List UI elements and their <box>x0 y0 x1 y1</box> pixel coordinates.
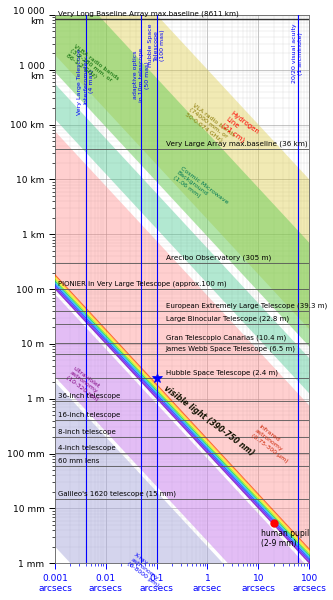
Text: Cosmic Microwave
Background
(1.06 mm): Cosmic Microwave Background (1.06 mm) <box>172 166 229 214</box>
Text: ultraviolet
astronomy
(10-320 nm): ultraviolet astronomy (10-320 nm) <box>65 366 106 403</box>
Text: Very Large Array max.baseline (36 km): Very Large Array max.baseline (36 km) <box>166 140 307 147</box>
Text: 16-inch telescope: 16-inch telescope <box>58 412 120 418</box>
Text: 36-inch telescope: 36-inch telescope <box>58 393 120 399</box>
Text: Hubble Space Telescope (2.4 m): Hubble Space Telescope (2.4 m) <box>166 370 278 376</box>
Text: adaptive optics
in 10m telescope
(50 mas): adaptive optics in 10m telescope (50 mas… <box>133 48 150 102</box>
Text: visible light (390-750 nm): visible light (390-750 nm) <box>163 383 256 457</box>
Text: X-ray
astronomy
(8-8000 pm): X-ray astronomy (8-8000 pm) <box>126 552 167 589</box>
Text: Gran Telescopio Canarias (10.4 m): Gran Telescopio Canarias (10.4 m) <box>166 335 286 341</box>
Text: 20/20 visual acuity
(1 arcminute): 20/20 visual acuity (1 arcminute) <box>292 23 303 83</box>
Text: VLA radio bands
(74000 mm, or
50-0.074 GHz): VLA radio bands (74000 mm, or 50-0.074 G… <box>184 103 235 147</box>
Text: infrared
astronomy
(0.75-300 μm): infrared astronomy (0.75-300 μm) <box>250 424 296 464</box>
Text: 4-inch telescope: 4-inch telescope <box>58 445 116 451</box>
Text: Galileo's 1620 telescope (15 mm): Galileo's 1620 telescope (15 mm) <box>58 490 176 497</box>
Text: 60 mm lens: 60 mm lens <box>58 458 100 464</box>
Text: PIONIER in Very Large Telescope (approx.100 m): PIONIER in Very Large Telescope (approx.… <box>58 281 227 287</box>
Text: Very Long Baseline Array max.baseline (8611 km): Very Long Baseline Array max.baseline (8… <box>58 10 239 17</box>
Text: VLBA radio bands
(3.2-280 mm, or
86-1.2 GHz): VLBA radio bands (3.2-280 mm, or 86-1.2 … <box>65 44 120 90</box>
Text: European Extremely Large Telescope (39.3 m): European Extremely Large Telescope (39.3… <box>166 303 327 310</box>
Text: Very Large Telescope
Interferometer
(4 mas): Very Large Telescope Interferometer (4 m… <box>77 48 94 115</box>
Text: Arecibo Observatory (305 m): Arecibo Observatory (305 m) <box>166 254 271 261</box>
Text: Hydrogen
Line
(21 cm): Hydrogen Line (21 cm) <box>220 110 260 148</box>
Text: 8-inch telescope: 8-inch telescope <box>58 429 116 435</box>
Text: human pupil
(2-9 mm): human pupil (2-9 mm) <box>261 529 310 548</box>
Text: Large Binocular Telescope (22.8 m): Large Binocular Telescope (22.8 m) <box>166 316 289 322</box>
Text: James Webb Space Telescope (6.5 m): James Webb Space Telescope (6.5 m) <box>166 346 296 352</box>
Text: Hubble Space
Telescope
(100 mas): Hubble Space Telescope (100 mas) <box>148 23 165 67</box>
